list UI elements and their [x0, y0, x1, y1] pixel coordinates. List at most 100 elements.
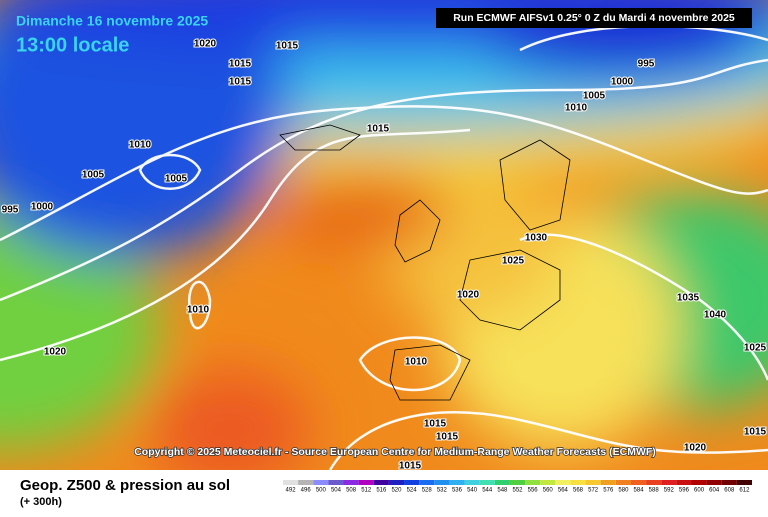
- isobar-label: 1000: [31, 202, 54, 213]
- isobar-label: 1015: [436, 432, 459, 443]
- isobar-label: 1015: [367, 124, 390, 135]
- legend-label: 516: [376, 488, 387, 494]
- legend-label: 580: [618, 488, 629, 494]
- legend-label: 564: [558, 488, 569, 494]
- legend-swatch: [721, 480, 737, 485]
- legend-swatch: [691, 480, 707, 485]
- isobar-label: 1035: [677, 293, 700, 304]
- footer-title: Geop. Z500 & pression au sol: [20, 477, 230, 494]
- legend-label: 600: [694, 488, 705, 494]
- legend-swatch: [676, 480, 692, 485]
- isobar-label: 995: [638, 59, 655, 70]
- legend-swatch: [540, 480, 556, 485]
- legend-label: 560: [543, 488, 554, 494]
- isobar-label: 1015: [229, 59, 252, 70]
- legend-swatch: [464, 480, 480, 485]
- forecast-time: 13:00 locale: [16, 34, 129, 56]
- legend-label: 536: [452, 488, 463, 494]
- isobar-label: 1010: [187, 305, 210, 316]
- legend-swatch: [388, 480, 405, 485]
- legend-label: 568: [573, 488, 584, 494]
- legend-swatch: [585, 480, 601, 485]
- run-info: Run ECMWF AIFSv1 0.25° 0 Z du Mardi 4 no…: [453, 12, 735, 24]
- legend-label: 576: [603, 488, 614, 494]
- legend-label: 540: [467, 488, 478, 494]
- isobar-label: 1020: [44, 347, 67, 358]
- map-field: [0, 0, 768, 490]
- legend-swatch: [525, 480, 541, 485]
- legend-swatch: [706, 480, 722, 485]
- isobar-label: 1005: [82, 170, 105, 181]
- isobar-label: 1015: [744, 427, 767, 438]
- isobar-label: 1015: [424, 419, 447, 430]
- legend-swatch: [283, 480, 299, 485]
- legend-label: 556: [528, 488, 539, 494]
- isobar-label: 1020: [684, 443, 707, 454]
- footer-subtitle: (+ 300h): [20, 496, 62, 508]
- legend-label: 608: [724, 488, 735, 494]
- isobar-label: 1000: [611, 77, 634, 88]
- legend-label: 552: [512, 488, 523, 494]
- isobar-label: 1025: [502, 256, 525, 267]
- legend-label: 592: [664, 488, 675, 494]
- legend-label: 544: [482, 488, 493, 494]
- legend-label: 512: [361, 488, 372, 494]
- legend-swatch: [494, 480, 510, 485]
- legend-swatch: [328, 480, 344, 485]
- legend-swatch: [661, 480, 677, 485]
- forecast-date: Dimanche 16 novembre 2025: [16, 13, 208, 29]
- isobar-label: 1025: [744, 343, 767, 354]
- isobar-label: 1020: [194, 39, 217, 50]
- legend-label: 596: [679, 488, 690, 494]
- legend-label: 500: [316, 488, 327, 494]
- color-legend: 492 496 500 504 508 512 516 520 524 528 532 536 540 5…: [283, 480, 752, 494]
- legend-label: 524: [407, 488, 418, 494]
- legend-label: 588: [649, 488, 660, 494]
- run-banner: [436, 8, 752, 28]
- legend-swatch: [373, 480, 389, 485]
- isobar-label: 1010: [129, 140, 152, 151]
- legend-swatch: [570, 480, 586, 485]
- isobar-label: 1030: [525, 233, 548, 244]
- isobar-label: 1015: [399, 461, 422, 472]
- legend-swatch: [449, 480, 465, 485]
- legend-swatch: [404, 480, 420, 485]
- isobar-label: 1005: [583, 91, 606, 102]
- copyright: Copyright © 2025 Meteociel.fr - Source E…: [134, 446, 656, 458]
- legend-swatch: [600, 480, 616, 485]
- legend-swatch: [615, 480, 631, 485]
- legend-label: 604: [709, 488, 720, 494]
- isobar-label: 1015: [229, 77, 252, 88]
- isobar-label: 1010: [565, 103, 588, 114]
- isobar-label: 995: [2, 205, 19, 216]
- legend-label: 572: [588, 488, 599, 494]
- legend-label: 584: [634, 488, 645, 494]
- legend-swatch: [313, 480, 329, 485]
- legend-swatch: [434, 480, 450, 485]
- legend-label: 508: [346, 488, 357, 494]
- legend-swatch: [509, 480, 526, 485]
- isobar-label: 1010: [405, 357, 428, 368]
- legend-swatch: [419, 480, 435, 485]
- isobar-label: 1015: [276, 41, 299, 52]
- legend-swatch: [479, 480, 495, 485]
- footer: [0, 470, 768, 512]
- legend-label: 612: [739, 488, 750, 494]
- legend-label: 548: [497, 488, 508, 494]
- legend-label: 492: [286, 488, 297, 494]
- legend-label: 496: [301, 488, 312, 494]
- legend-swatch: [736, 480, 752, 485]
- isobar-label: 1040: [704, 310, 727, 321]
- legend-label: 532: [437, 488, 448, 494]
- legend-swatch: [646, 480, 662, 485]
- legend-swatch: [630, 480, 647, 485]
- legend-label: 528: [422, 488, 433, 494]
- legend-swatch: [555, 480, 571, 485]
- isobar-label: 1020: [457, 290, 480, 301]
- legend-swatch: [343, 480, 359, 485]
- legend-swatch: [298, 480, 314, 485]
- isobar-label: 1005: [165, 174, 188, 185]
- legend-swatch: [358, 480, 374, 485]
